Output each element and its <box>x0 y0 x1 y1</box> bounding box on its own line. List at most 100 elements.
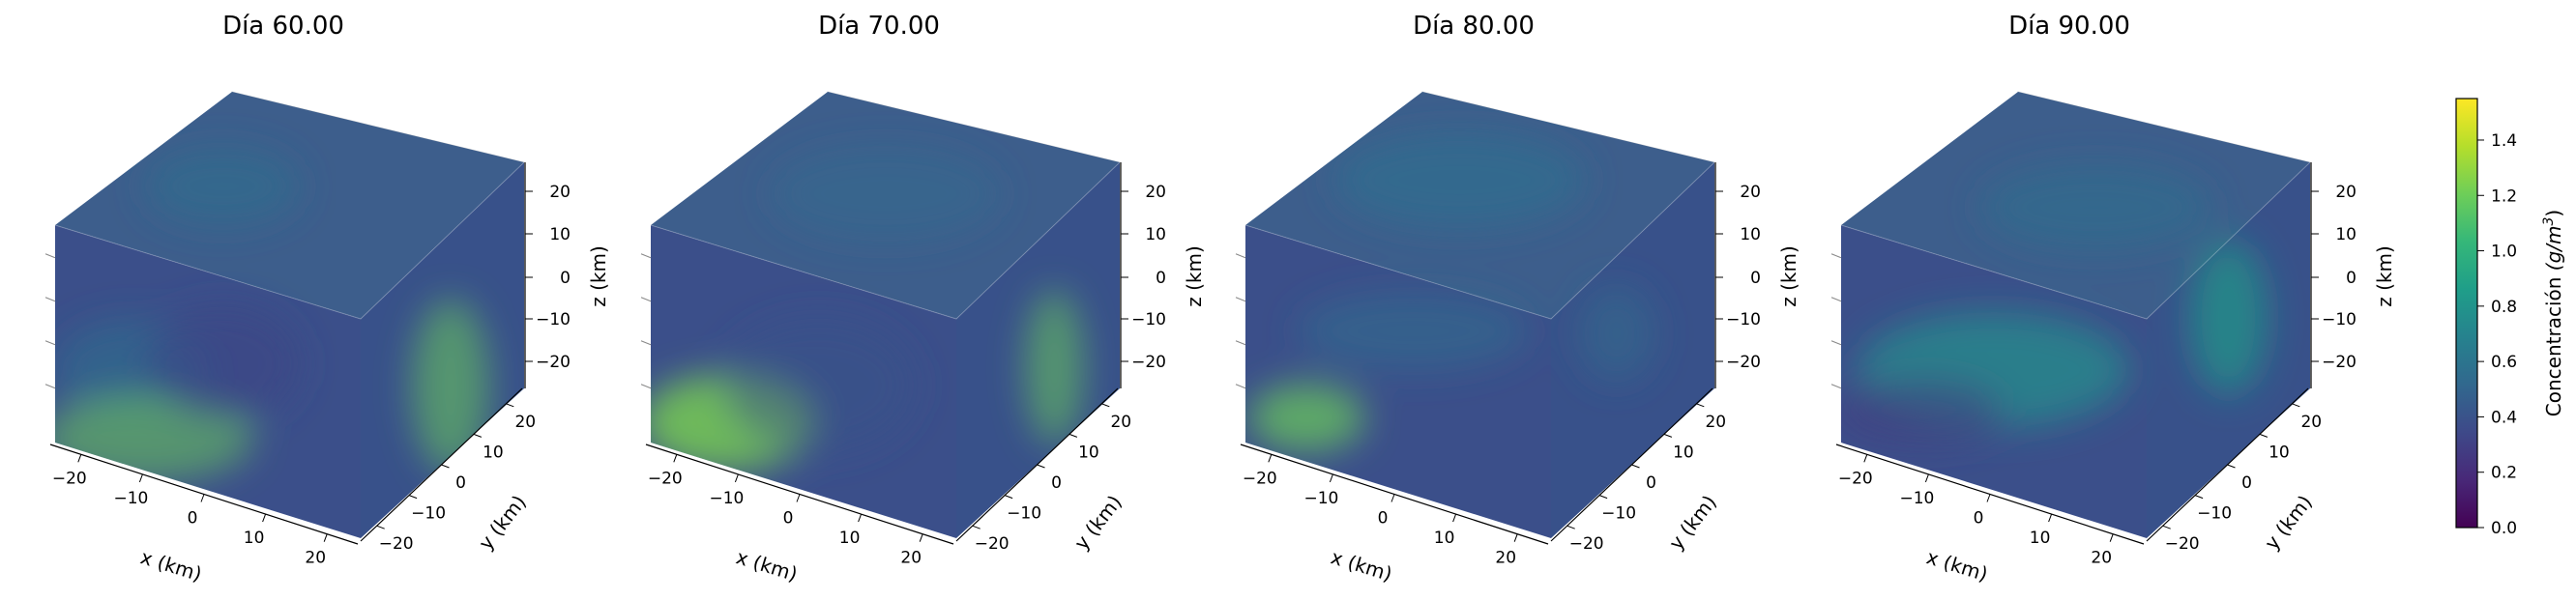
y-tick-mark <box>1631 464 1640 469</box>
x-tick-mark <box>858 513 863 523</box>
concentration-blob <box>721 317 916 453</box>
concentration-blob <box>145 305 301 422</box>
x-tick-label: 20 <box>1495 549 1516 568</box>
y-tick-mark <box>1598 495 1608 500</box>
pane-tick <box>1830 253 1842 259</box>
colorbar-tick-label: 0.0 <box>2491 519 2517 538</box>
concentration-blob <box>1025 290 1084 445</box>
y-tick-mark <box>408 495 418 500</box>
pane-tick <box>640 340 652 346</box>
z-tick-label: 0 <box>2346 269 2356 288</box>
z-tick-label: 10 <box>549 225 571 244</box>
panel-title-2: Día 70.00 <box>818 12 940 41</box>
y-tick-mark <box>2292 403 2300 408</box>
x-tick-label: −20 <box>1838 469 1873 488</box>
x-tick-label: 0 <box>783 509 794 529</box>
y-tick-label: −20 <box>2165 534 2200 554</box>
x-tick-mark <box>1329 473 1333 483</box>
x-tick-label: −20 <box>52 469 87 488</box>
z-tick-label: 10 <box>2335 225 2356 244</box>
x-tick-label: 20 <box>900 549 922 568</box>
x-tick-label: 10 <box>244 529 265 548</box>
pane-tick <box>1830 297 1842 302</box>
cube-edge <box>1840 161 2311 320</box>
y-tick-label: −10 <box>2197 504 2232 524</box>
y-tick-label: 0 <box>2241 473 2252 493</box>
pane-tick <box>640 253 652 259</box>
z-axis-label: z (km) <box>2373 245 2396 307</box>
pane-tick <box>44 253 56 259</box>
z-tick-label: −10 <box>2322 310 2356 329</box>
y-tick-label: 20 <box>1110 413 1131 432</box>
colorbar-label-sup: 3 <box>2541 217 2557 226</box>
y-tick-mark <box>2259 433 2269 438</box>
concentration-blob <box>144 147 300 225</box>
concentration-blob <box>1979 163 2212 251</box>
concentration-field <box>1248 131 1655 452</box>
y-tick-mark <box>972 525 981 529</box>
y-axis-label: y (km) <box>1069 491 1127 555</box>
y-tick-label: 20 <box>514 413 536 432</box>
z-tick-label: 10 <box>1740 225 1761 244</box>
colorbar-label: Concentración (g/m3) <box>2541 210 2565 416</box>
panel-title-3: Día 80.00 <box>1413 12 1535 41</box>
y-tick-mark <box>1037 464 1045 469</box>
z-tick-label: −10 <box>1726 310 1761 329</box>
concentration-blob <box>411 299 489 473</box>
x-tick-label: 0 <box>188 509 198 529</box>
concentration-field <box>651 145 1084 472</box>
y-tick-label: 0 <box>1051 473 1062 493</box>
y-tick-label: 20 <box>1705 413 1726 432</box>
y-tick-mark <box>2194 495 2204 500</box>
concentration-blob <box>1577 284 1655 382</box>
z-axis: 20 10 0 −10 −20 z (km) <box>1120 162 1206 388</box>
x-tick-label: 20 <box>305 549 326 568</box>
x-tick-mark <box>323 533 328 542</box>
colorbar-tick-label: 0.8 <box>2491 298 2517 317</box>
y-tick-label: 10 <box>1078 443 1099 462</box>
pane-tick <box>44 297 56 302</box>
colorbar-label-close: ) <box>2542 210 2565 217</box>
cube-edge <box>54 161 525 320</box>
y-axis-label: y (km) <box>1664 491 1721 555</box>
y-tick-mark <box>376 525 385 529</box>
y-tick-label: 20 <box>2300 413 2322 432</box>
pane-tick <box>640 297 652 302</box>
x-tick-mark <box>1390 494 1395 502</box>
colorbar-gradient <box>2455 98 2478 529</box>
x-axis-label: x (km) <box>1329 545 1395 586</box>
y-tick-mark <box>2162 525 2171 529</box>
x-tick-mark <box>734 473 739 483</box>
z-axis-label: z (km) <box>1183 245 1206 307</box>
pane-tick <box>1830 340 1842 346</box>
concentration-blob <box>1297 292 1530 370</box>
y-tick-mark <box>1004 495 1013 500</box>
y-tick-mark <box>1663 433 1673 438</box>
colorbar: 0.0 0.2 0.4 0.6 0.8 1.0 1.2 1.4 Concentración (… <box>2455 98 2565 538</box>
x-tick-mark <box>1452 513 1457 523</box>
pane-tick <box>44 384 56 389</box>
x-tick-label: 0 <box>1974 509 1984 529</box>
y-tick-label: −20 <box>1569 534 1604 554</box>
colorbar-label-unit: (g/m <box>2542 226 2565 272</box>
concentration-blob <box>1841 378 2005 445</box>
cube-edge <box>650 161 1121 320</box>
x-tick-mark <box>138 473 143 483</box>
colorbar-tick-label: 1.0 <box>2491 243 2517 262</box>
x-tick-mark <box>1513 533 1518 542</box>
x-tick-mark <box>796 494 801 502</box>
z-tick-label: 20 <box>1740 183 1761 202</box>
pane-tick <box>1235 253 1246 259</box>
x-tick-mark <box>1986 494 1991 502</box>
y-tick-label: −20 <box>379 534 414 554</box>
x-tick-label: −20 <box>648 469 683 488</box>
x-tick-label: −20 <box>1243 469 1277 488</box>
x-tick-mark <box>1863 454 1868 463</box>
panel-title-4: Día 90.00 <box>2008 12 2130 41</box>
x-tick-label: 0 <box>1378 509 1389 529</box>
